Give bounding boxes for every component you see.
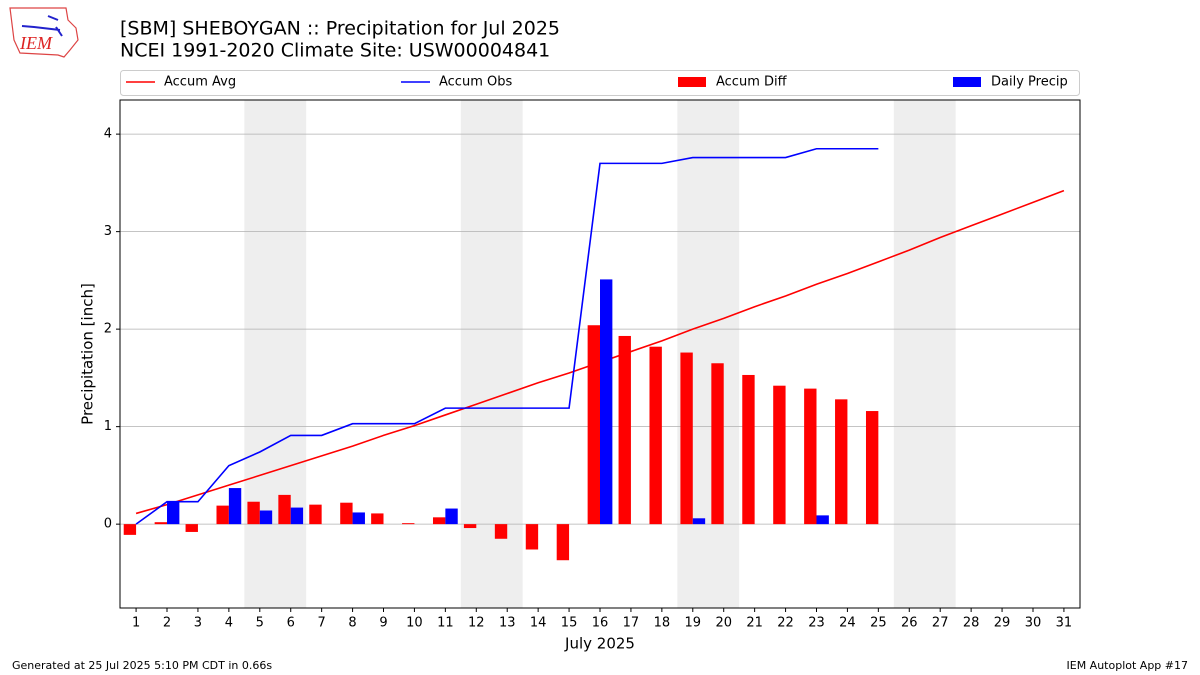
bar: [309, 504, 322, 525]
logo-text: IEM: [19, 33, 53, 53]
y-tick-label: 2: [104, 322, 112, 337]
bar: [711, 363, 724, 525]
x-tick-label: 4: [225, 616, 233, 631]
x-tick-label: 20: [715, 616, 732, 631]
x-tick-label: 6: [287, 616, 295, 631]
bar: [402, 523, 415, 525]
x-tick-label: 13: [499, 616, 516, 631]
x-tick-label: 9: [379, 616, 387, 631]
x-tick-label: 7: [318, 616, 326, 631]
legend-label: Accum Obs: [439, 75, 512, 90]
bar: [618, 335, 631, 525]
x-tick-label: 8: [348, 616, 356, 631]
x-tick-label: 29: [994, 616, 1011, 631]
bar: [432, 517, 446, 525]
x-tick-label: 17: [623, 616, 640, 631]
x-tick-label: 1: [132, 616, 140, 631]
weekend-shade: [893, 100, 956, 608]
x-tick-label: 3: [194, 616, 202, 631]
x-tick-label: 23: [808, 616, 825, 631]
chart-subtitle: NCEI 1991-2020 Climate Site: USW00004841: [120, 40, 550, 62]
y-tick-label: 1: [104, 419, 112, 434]
bar: [556, 524, 570, 561]
bar: [216, 505, 229, 525]
bar: [816, 515, 829, 525]
bar: [835, 399, 848, 525]
bar: [167, 501, 180, 525]
bar: [600, 279, 613, 525]
y-tick-label: 0: [104, 517, 112, 532]
x-tick-label: 16: [592, 616, 609, 631]
bar: [680, 352, 693, 525]
y-axis-label: Precipitation [inch]: [79, 283, 97, 425]
footer-right: IEM Autoplot App #17: [1067, 659, 1189, 672]
bar: [804, 388, 817, 525]
x-tick-label: 30: [1025, 616, 1042, 631]
x-tick-label: 28: [963, 616, 980, 631]
x-tick-label: 15: [561, 616, 578, 631]
bar: [154, 522, 168, 525]
bar: [494, 524, 508, 539]
bar: [352, 512, 365, 525]
bar: [692, 518, 706, 525]
y-tick-label: 3: [104, 224, 112, 239]
footer-left: Generated at 25 Jul 2025 5:10 PM CDT in …: [12, 659, 272, 672]
chart-title: [SBM] SHEBOYGAN :: Precipitation for Jul…: [120, 18, 560, 40]
legend-swatch: [953, 77, 981, 87]
legend-label: Daily Precip: [991, 75, 1068, 90]
bar: [123, 524, 137, 535]
bar: [290, 507, 304, 525]
x-tick-label: 19: [685, 616, 702, 631]
legend-label: Accum Avg: [164, 75, 236, 90]
y-tick-label: 4: [104, 127, 112, 142]
bar: [185, 524, 198, 532]
x-tick-label: 14: [530, 616, 547, 631]
bar: [742, 374, 755, 525]
x-tick-label: 22: [777, 616, 794, 631]
bar: [247, 501, 260, 525]
legend-swatch: [678, 77, 706, 87]
x-tick-label: 18: [654, 616, 671, 631]
x-tick-label: 10: [406, 616, 423, 631]
bar: [773, 385, 786, 525]
plot-frame: [119, 99, 1081, 609]
x-tick-label: 12: [468, 616, 485, 631]
x-tick-label: 27: [932, 616, 949, 631]
x-axis-label: July 2025: [564, 635, 635, 653]
x-tick-label: 24: [839, 616, 856, 631]
x-tick-label: 25: [870, 616, 887, 631]
line-series: [135, 147, 879, 525]
legend-box: [120, 70, 1080, 96]
legend-label: Accum Diff: [716, 75, 788, 90]
bar: [445, 508, 458, 525]
logo: IEM: [9, 7, 79, 58]
bar: [340, 502, 353, 525]
bar: [371, 513, 384, 525]
bar: [865, 411, 879, 525]
x-tick-label: 11: [437, 616, 454, 631]
bar: [463, 524, 477, 529]
x-tick-label: 5: [256, 616, 264, 631]
bar: [649, 346, 662, 525]
x-tick-label: 26: [901, 616, 918, 631]
x-tick-label: 31: [1056, 616, 1073, 631]
weekend-shade: [460, 100, 523, 608]
x-tick-label: 2: [163, 616, 171, 631]
bar: [525, 524, 539, 550]
bar: [259, 510, 273, 525]
bar: [228, 488, 242, 525]
bar: [587, 325, 600, 525]
weekend-shade: [244, 100, 307, 608]
x-tick-label: 21: [746, 616, 763, 631]
bar: [278, 494, 291, 525]
